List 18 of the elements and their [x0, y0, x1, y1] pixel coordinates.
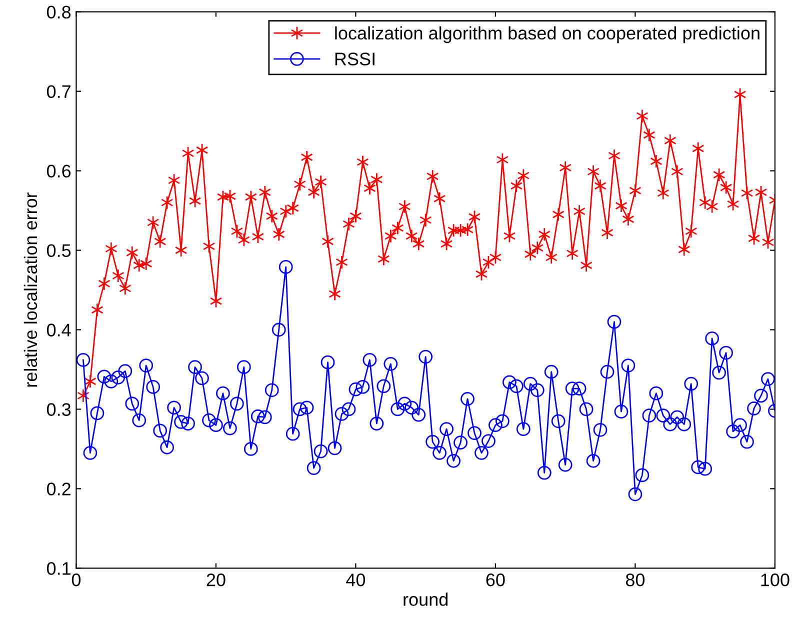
y-tick-label: 0.6 [46, 164, 71, 178]
x-tick-label: 80 [626, 574, 645, 586]
y-tick-label: 0.1 [46, 562, 70, 575]
x-tick-label: 100 [761, 574, 790, 586]
x-tick-label: 60 [486, 574, 505, 586]
y-axis-title: relative localization error [24, 192, 38, 387]
y-tick-label: 0.2 [46, 482, 70, 496]
y-tick-label: 0.5 [46, 244, 71, 257]
y-tick-label: 0.3 [46, 403, 71, 416]
y-tick-label: 0.8 [46, 6, 71, 19]
x-tick-label: 40 [346, 574, 366, 586]
legend-label: localization algorithm based on cooperated prediction [335, 26, 760, 44]
y-tick-label: 0.4 [46, 324, 71, 336]
y-tick-label: 0.7 [46, 85, 70, 98]
x-axis-title: round [404, 592, 448, 606]
x-tick-label: 20 [206, 574, 226, 586]
x-tick-label: 0 [72, 574, 81, 586]
legend-label: RSSI [335, 52, 374, 66]
